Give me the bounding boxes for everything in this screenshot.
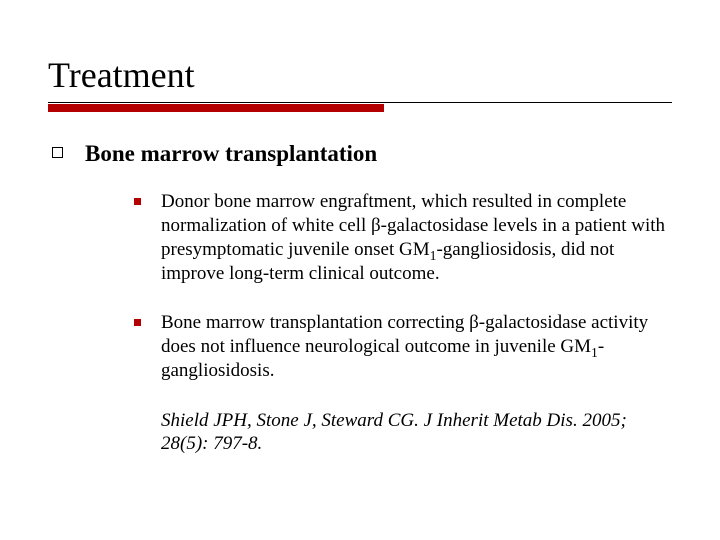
slide: Treatment Bone marrow transplantation Do… — [0, 0, 720, 540]
bullet-text: Bone marrow transplantation correcting β… — [161, 311, 672, 382]
subheading-text: Bone marrow transplantation — [85, 140, 377, 169]
slide-title: Treatment — [48, 56, 672, 96]
title-rule — [48, 102, 672, 112]
citation: Shield JPH, Stone J, Steward CG. J Inher… — [48, 409, 672, 457]
rule-thin — [48, 102, 672, 103]
hollow-square-bullet-icon — [52, 147, 63, 158]
subheading-item: Bone marrow transplantation — [48, 140, 672, 169]
bullet-text: Donor bone marrow engraftment, which res… — [161, 190, 672, 285]
filled-square-bullet-icon — [134, 319, 141, 326]
subscript: 1 — [591, 345, 598, 360]
rule-thick — [48, 104, 384, 112]
filled-square-bullet-icon — [134, 198, 141, 205]
bullet-item: Donor bone marrow engraftment, which res… — [48, 190, 672, 285]
bullet-item: Bone marrow transplantation correcting β… — [48, 311, 672, 382]
bullet-text-pre: Bone marrow transplantation correcting β… — [161, 312, 648, 357]
